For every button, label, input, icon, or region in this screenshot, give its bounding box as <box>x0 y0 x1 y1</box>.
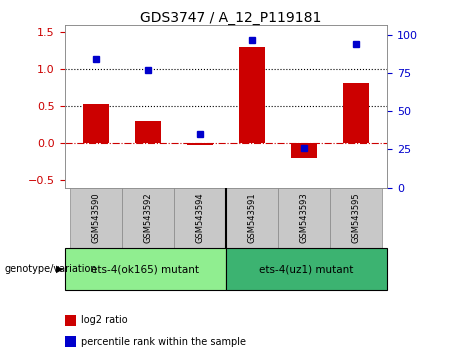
Bar <box>343 82 369 143</box>
Bar <box>291 143 317 158</box>
Text: GSM543592: GSM543592 <box>143 192 152 243</box>
Text: GSM543595: GSM543595 <box>351 192 361 243</box>
Text: ets-4(uz1) mutant: ets-4(uz1) mutant <box>260 264 354 274</box>
FancyBboxPatch shape <box>174 188 226 248</box>
Bar <box>65 248 226 290</box>
FancyBboxPatch shape <box>278 188 330 248</box>
Bar <box>135 121 161 143</box>
FancyBboxPatch shape <box>122 188 174 248</box>
Text: GDS3747 / A_12_P119181: GDS3747 / A_12_P119181 <box>140 11 321 25</box>
Text: ▶: ▶ <box>56 264 64 274</box>
Text: GSM543591: GSM543591 <box>248 192 256 243</box>
Bar <box>187 143 213 145</box>
Text: GSM543594: GSM543594 <box>195 192 204 243</box>
Text: GSM543590: GSM543590 <box>91 192 100 243</box>
Text: percentile rank within the sample: percentile rank within the sample <box>81 337 246 347</box>
FancyBboxPatch shape <box>330 188 382 248</box>
Text: genotype/variation: genotype/variation <box>5 264 97 274</box>
Bar <box>83 104 109 143</box>
Text: ets-4(ok165) mutant: ets-4(ok165) mutant <box>91 264 199 274</box>
FancyBboxPatch shape <box>226 188 278 248</box>
Text: GSM543593: GSM543593 <box>300 192 308 243</box>
Bar <box>239 47 265 143</box>
FancyBboxPatch shape <box>70 188 122 248</box>
Text: log2 ratio: log2 ratio <box>81 315 127 325</box>
Bar <box>226 248 387 290</box>
